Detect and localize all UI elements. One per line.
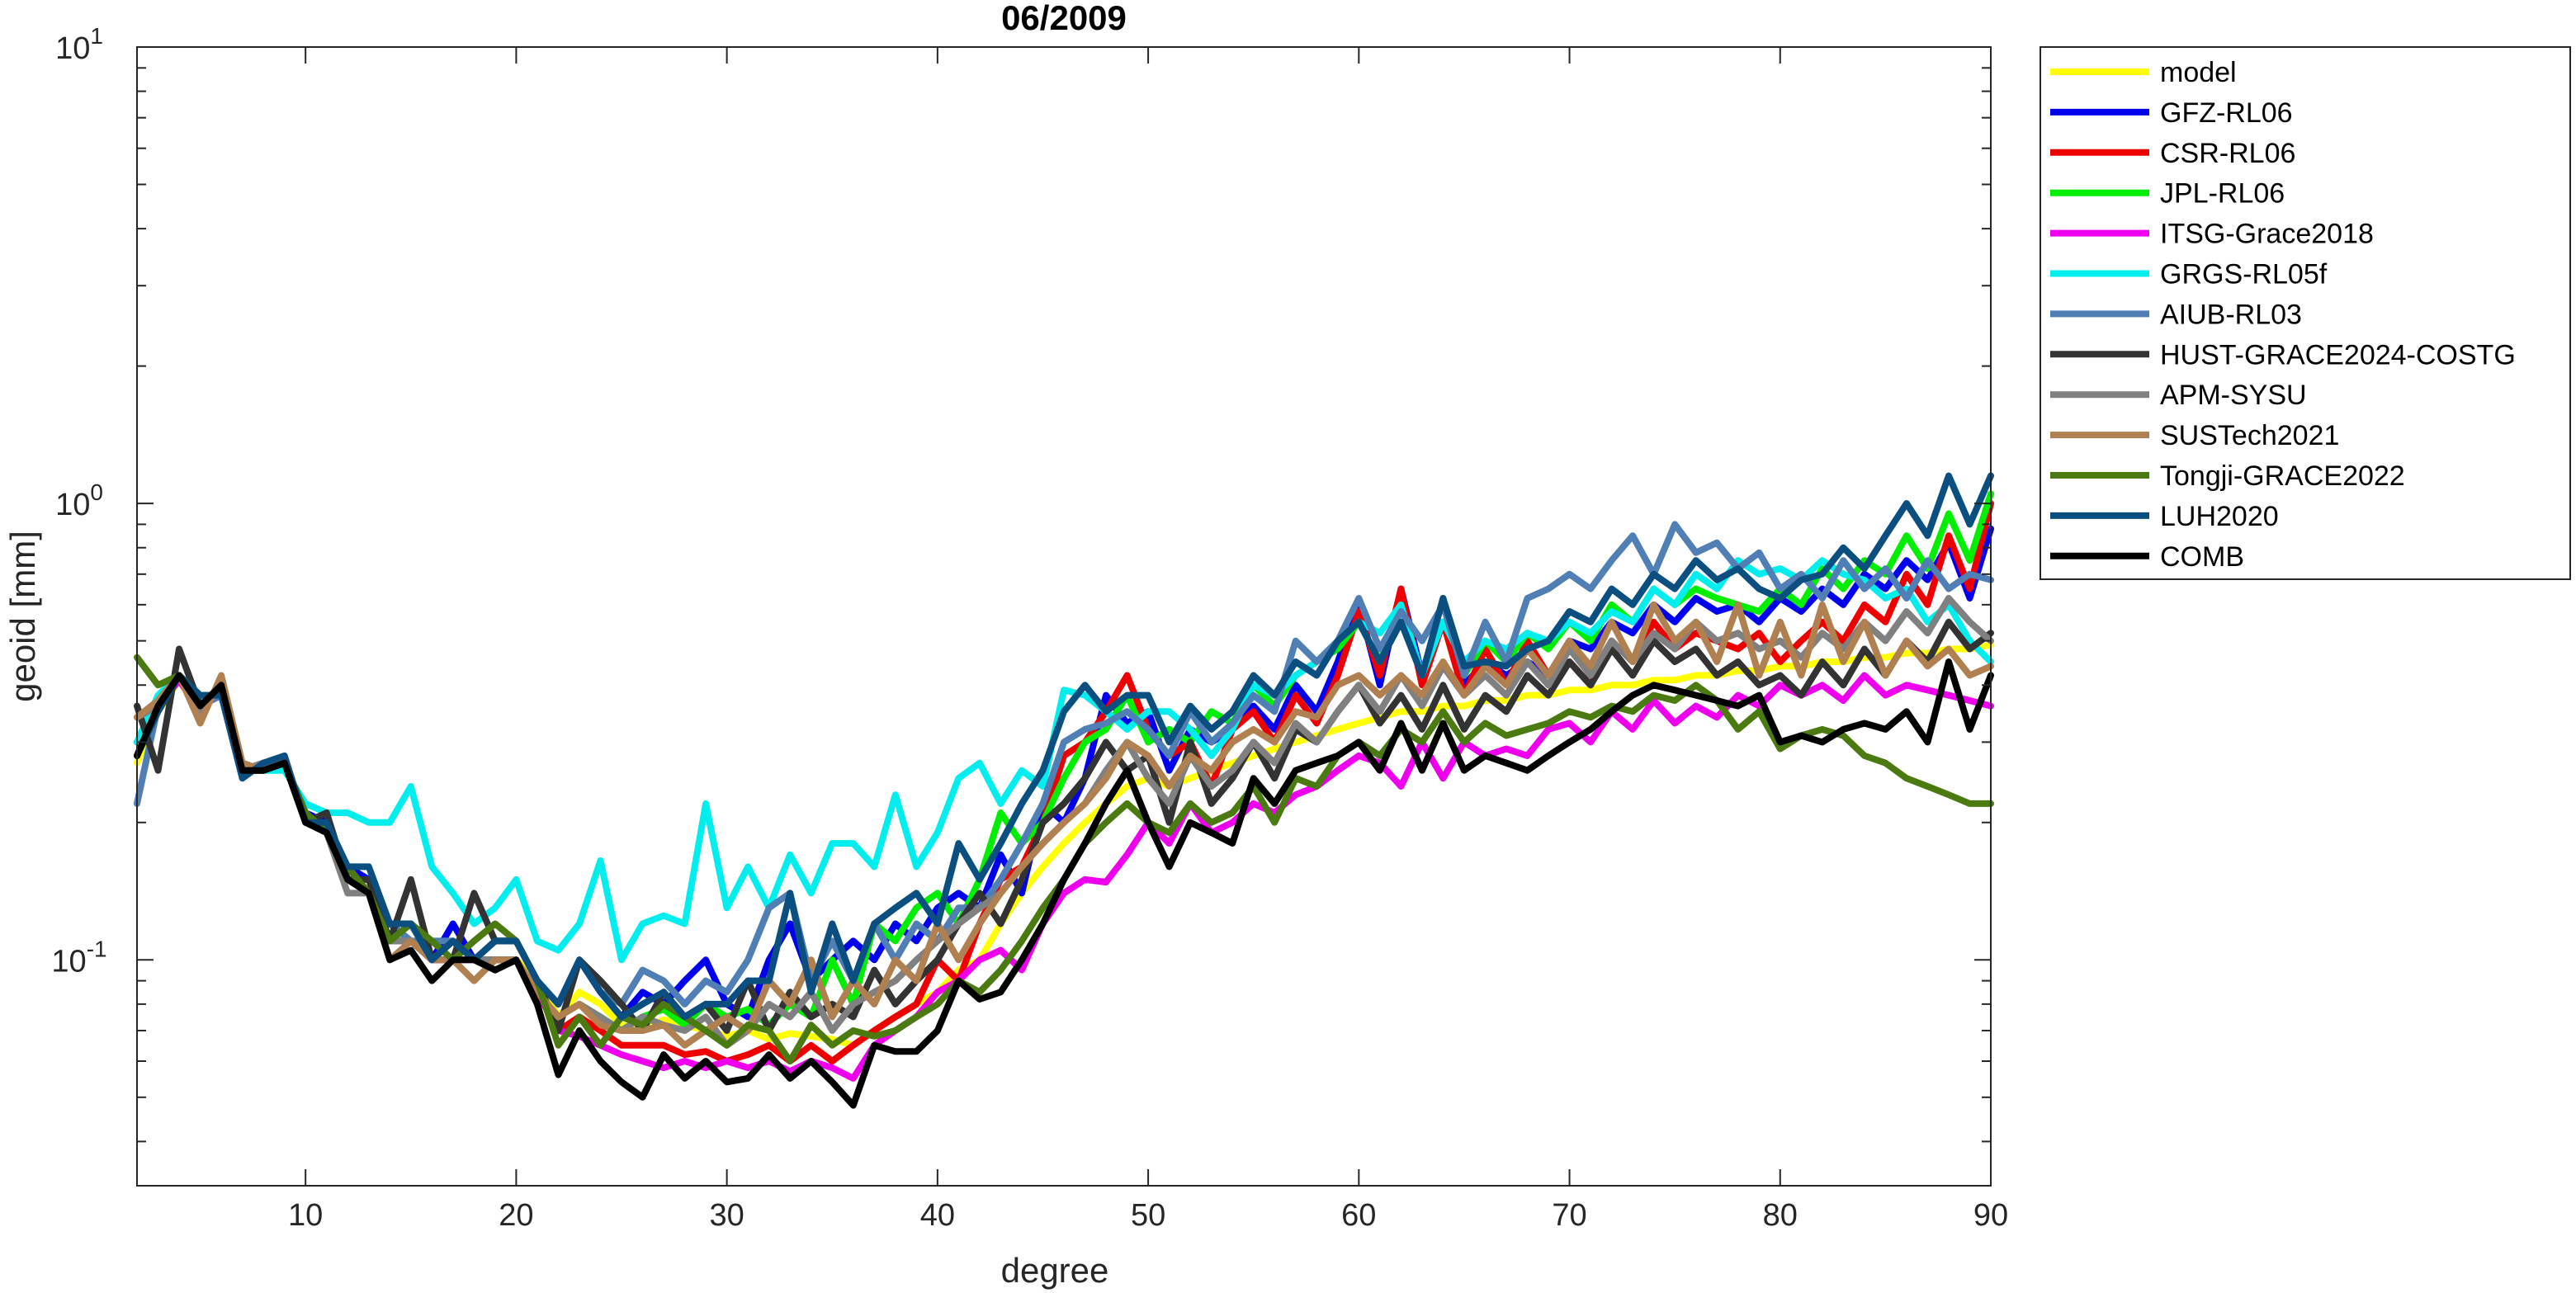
legend-label: GRGS-RL05f (2160, 259, 2328, 290)
x-tick-label: 90 (1973, 1198, 2008, 1233)
legend-label: COMB (2160, 541, 2244, 573)
x-tick-label: 80 (1763, 1198, 1798, 1233)
series-line-11 (134, 472, 1994, 1021)
y-tick-label: 101 (55, 23, 103, 66)
x-tick-label: 70 (1552, 1198, 1586, 1233)
legend-items: model GFZ-RL06 CSR-RL06 JPL-RL06 ITSG-Grace2… (2050, 57, 2516, 573)
legend-label: model (2160, 57, 2237, 88)
legend-label: Tongji-GRACE2022 (2160, 460, 2405, 492)
legend-label: ITSG-Grace2018 (2160, 219, 2374, 250)
x-tick-label: 10 (288, 1198, 323, 1233)
legend: model GFZ-RL06 CSR-RL06 JPL-RL06 ITSG-Grace2… (2040, 46, 2571, 580)
x-tick-label: 30 (709, 1198, 744, 1233)
x-axis-title: degree (1001, 1251, 1109, 1290)
series-line-6 (134, 521, 1994, 1008)
legend-label: APM-SYSU (2160, 380, 2307, 411)
legend-label: AIUB-RL03 (2160, 299, 2302, 330)
y-tick-label: 100 (55, 479, 103, 522)
x-tick-label: 20 (499, 1198, 533, 1233)
x-tick-label: 50 (1131, 1198, 1165, 1233)
plot-series (134, 472, 1994, 1109)
legend-label: SUSTech2021 (2160, 420, 2339, 451)
chart-title: 06/2009 (1001, 0, 1127, 37)
series-line-9 (134, 601, 1994, 1049)
series-line-12 (134, 658, 1994, 1109)
legend-label: CSR-RL06 (2160, 138, 2295, 169)
axes-box (136, 46, 1992, 1187)
ticks: 10 20 30 40 50 60 70 80 90 10-1 100 101 (51, 23, 2008, 1233)
legend-label: GFZ-RL06 (2160, 97, 2293, 129)
x-tick-label: 60 (1341, 1198, 1376, 1233)
y-tick-label: 10-1 (51, 936, 106, 979)
legend-label: JPL-RL06 (2160, 178, 2285, 210)
legend-label: HUST-GRACE2024-COSTG (2160, 339, 2516, 370)
legend-label: LUH2020 (2160, 501, 2279, 532)
y-axis-title: geoid [mm] (3, 531, 42, 702)
series-line-5 (134, 557, 1994, 964)
x-tick-label: 40 (920, 1198, 955, 1233)
